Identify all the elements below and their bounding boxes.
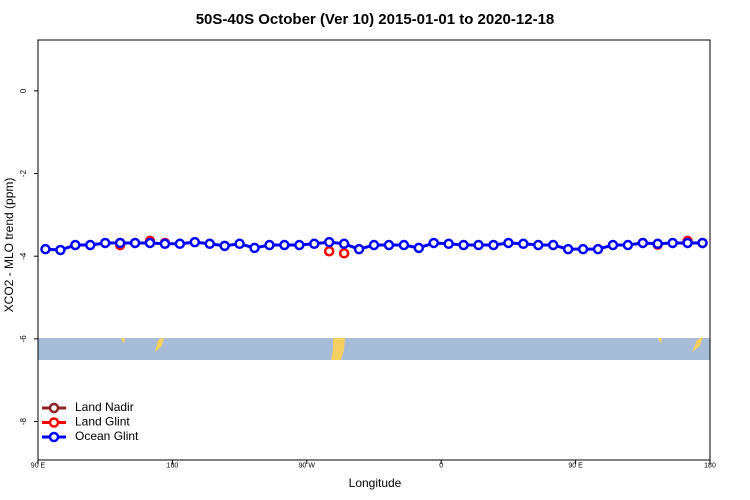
point [577,243,589,255]
point [368,239,380,251]
point [249,242,260,254]
y-tick-label: -6 [19,335,28,343]
x-tick-label: 0 [439,462,443,469]
point [592,243,604,255]
point [323,245,335,257]
point [518,238,529,250]
legend-marker [48,402,60,414]
point [99,237,111,249]
point [607,239,619,251]
point [294,239,305,251]
point [667,237,678,249]
point [40,243,51,255]
point [652,238,663,250]
point [338,238,350,250]
point [219,240,230,252]
point [458,239,469,251]
point [413,242,425,254]
point [264,239,275,251]
point [488,239,499,251]
point [428,237,439,249]
y-tick-label: -2 [19,169,28,177]
point [70,239,81,251]
x-axis-label: Longitude [349,476,402,490]
point [398,239,410,251]
y-tick-label: -4 [19,252,28,260]
point [547,239,559,251]
x-tick-label: 90 E [31,462,46,469]
plot-frame [37,39,711,461]
point [189,236,201,248]
point [159,238,171,250]
point [533,239,544,251]
y-tick-label: 0 [19,88,28,93]
point [55,244,66,256]
legend-marker [48,431,60,443]
x-tick-label: 90 E [568,462,583,469]
point [503,237,514,249]
point [204,238,215,250]
point [682,237,693,249]
point [473,239,484,251]
legend-marker [48,417,60,428]
point [85,239,96,251]
legend-label: Land Nadir [75,400,134,414]
point [383,239,395,251]
legend-label: Land Glint [75,415,130,429]
y-axis-label: XCO2 - MLO trend (ppm) [2,178,16,313]
point [144,237,156,249]
point [622,239,634,251]
map-strip [38,337,710,360]
point [309,238,320,250]
point [353,243,365,255]
point [129,237,141,249]
point [637,237,649,249]
x-tick-label: 180 [167,462,179,469]
point [338,248,350,259]
point [697,237,708,249]
x-tick-label: 90 W [299,462,316,469]
chart-title: 50S-40S October (Ver 10) 2015-01-01 to 2… [196,11,555,28]
point [279,239,290,251]
point [443,238,454,250]
point [114,237,126,249]
point [562,243,574,255]
y-tick-label: -8 [19,417,28,425]
point [323,236,335,248]
legend-label: Ocean Glint [75,429,139,443]
x-tick-label: 180 [704,462,716,469]
point [174,238,186,250]
point [234,238,245,250]
